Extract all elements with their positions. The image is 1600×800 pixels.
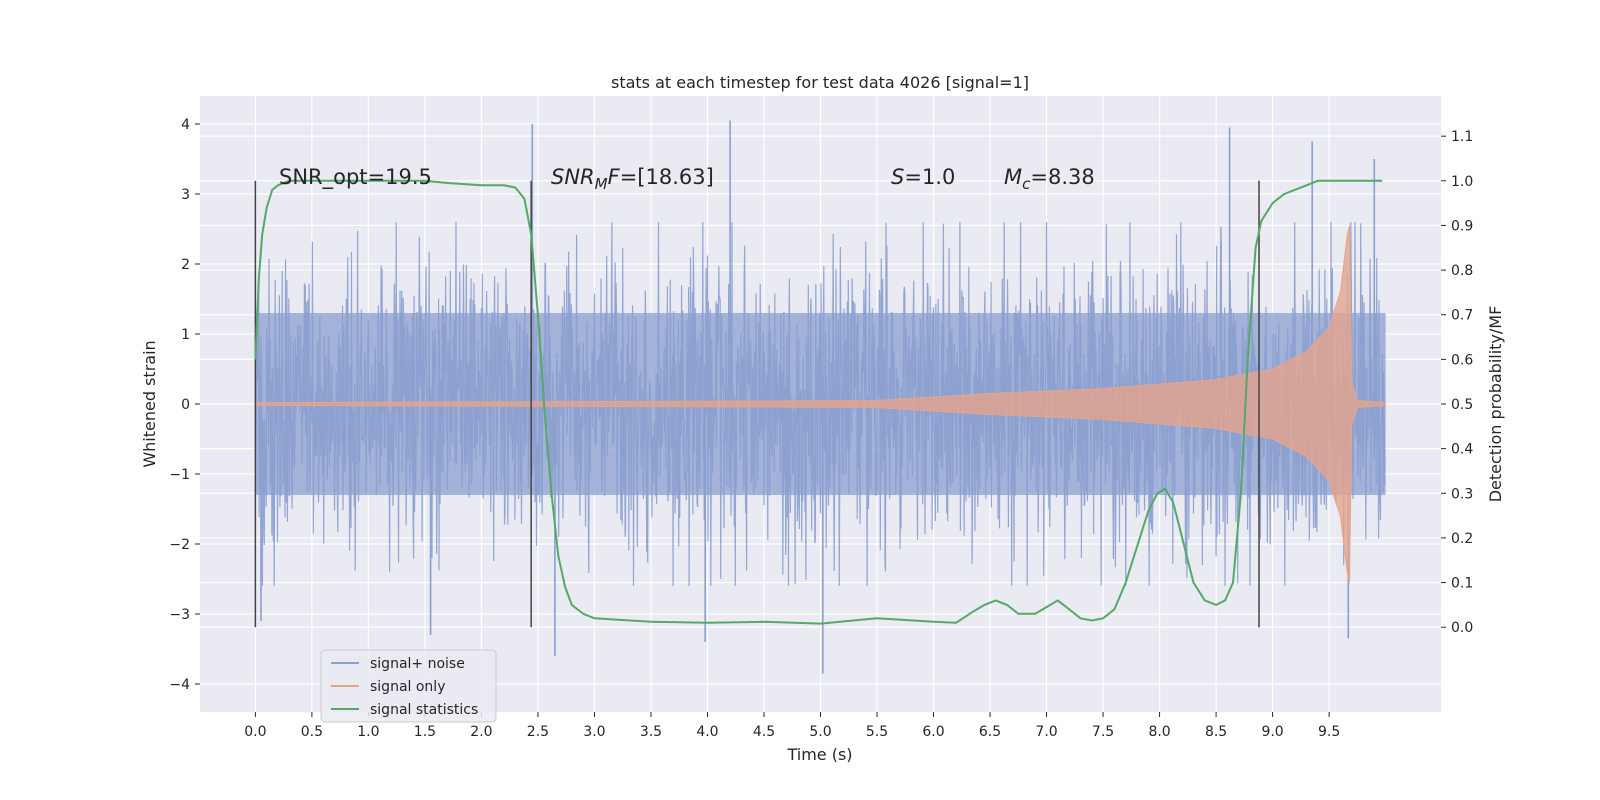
y-tick-label: 2: [181, 257, 190, 273]
signal-only-series: [254, 225, 1387, 583]
x-tick-label: 1.5: [414, 724, 436, 740]
y2-tick-label: 1.1: [1451, 129, 1473, 145]
y-tick-label: −3: [169, 607, 190, 623]
vertical-markers: [254, 180, 1260, 628]
x-tick-label: 9.5: [1318, 724, 1340, 740]
legend-label-signal-noise: signal+ noise: [370, 656, 465, 672]
x-tick-label: 6.0: [922, 724, 944, 740]
y2-axis-ticks: 1.1 1.0 0.9 0.8 0.7 0.6 0.5 0.4 0.3 0.2 0.1 0.0: [1441, 129, 1473, 636]
x-axis-ticks: 0.0 0.5 1.0 1.5 2.0 2.5 3.0 3.5 4.0 4.5 5.0 5.5 6.0 6…: [244, 712, 1340, 740]
y2-tick-label: 0.1: [1451, 576, 1473, 592]
y2-tick-label: 0.2: [1451, 531, 1473, 547]
x-tick-label: 0.5: [301, 724, 323, 740]
x-tick-label: 3.0: [583, 724, 605, 740]
annotation-mc: Mc=8.38: [1004, 165, 1095, 193]
y-tick-label: 1: [181, 327, 190, 343]
y2-tick-label: 0.8: [1451, 263, 1473, 279]
y2-tick-label: 0.5: [1451, 397, 1473, 413]
x-axis-label: Time (s): [786, 745, 852, 764]
legend-label-signal-only: signal only: [370, 679, 445, 695]
x-tick-label: 4.5: [753, 724, 775, 740]
x-tick-label: 2.5: [527, 724, 549, 740]
x-tick-label: 8.0: [1148, 724, 1170, 740]
y2-tick-label: 0.4: [1451, 442, 1473, 458]
x-tick-label: 0.0: [244, 724, 266, 740]
x-tick-label: 1.0: [357, 724, 379, 740]
y2-tick-label: 0.7: [1451, 308, 1473, 324]
annotation-s: S=1.0: [891, 165, 955, 189]
y-tick-label: −4: [169, 677, 190, 693]
y2-tick-label: 0.6: [1451, 352, 1473, 368]
legend: signal+ noise signal only signal statist…: [320, 649, 497, 723]
y-tick-label: −1: [169, 467, 190, 483]
annotation-snr-mf: SNRMF=[18.63]: [551, 165, 714, 193]
chart-title: stats at each timestep for test data 402…: [611, 73, 1029, 92]
x-tick-label: 4.0: [696, 724, 718, 740]
y-tick-label: 3: [181, 187, 190, 203]
x-tick-label: 7.0: [1035, 724, 1057, 740]
x-tick-label: 8.5: [1205, 724, 1227, 740]
x-tick-label: 5.5: [866, 724, 888, 740]
signal-statistics-line: [254, 179, 1383, 625]
y2-axis-label: Detection probability/MF: [1486, 306, 1505, 503]
signal-statistics-series: [254, 179, 1383, 625]
x-tick-label: 5.0: [809, 724, 831, 740]
signal-only-envelope: [254, 225, 1387, 583]
y-tick-label: −2: [169, 537, 190, 553]
x-tick-label: 3.5: [640, 724, 662, 740]
y2-tick-label: 0.9: [1451, 218, 1473, 234]
y2-tick-label: 0.0: [1451, 620, 1473, 636]
y-axis-ticks: 4 3 2 1 0 −1 −2 −3 −4: [169, 117, 200, 693]
x-tick-label: 2.0: [470, 724, 492, 740]
x-tick-label: 7.5: [1092, 724, 1114, 740]
x-tick-label: 9.0: [1261, 724, 1283, 740]
y2-tick-label: 1.0: [1451, 174, 1473, 190]
x-tick-label: 6.5: [979, 724, 1001, 740]
y-tick-label: 0: [181, 397, 190, 413]
annotation-snr-opt: SNR_opt=19.5: [279, 165, 432, 190]
y-tick-label: 4: [181, 117, 190, 133]
legend-label-signal-statistics: signal statistics: [370, 702, 478, 718]
y2-tick-label: 0.3: [1451, 486, 1473, 502]
y-axis-label: Whitened strain: [140, 340, 159, 467]
legend-box: [320, 649, 497, 723]
